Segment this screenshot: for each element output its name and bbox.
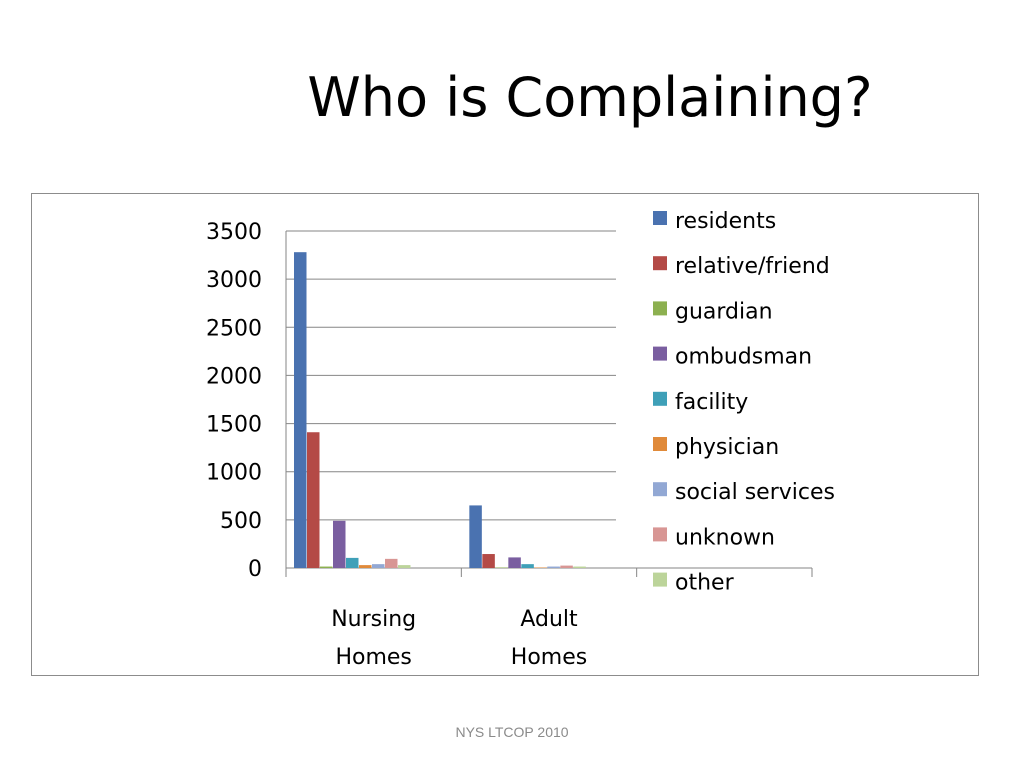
y-tick-label-3000: 3000	[206, 268, 262, 293]
bar-relative-friend-1	[482, 554, 495, 568]
legend-swatch-5	[653, 437, 667, 451]
bar-unknown-0	[385, 558, 398, 568]
legend-label-0: residents	[675, 209, 776, 234]
bar-physician-0	[359, 565, 372, 568]
legend-label-2: guardian	[675, 299, 773, 324]
gridlines	[286, 230, 616, 521]
legend-swatch-6	[653, 482, 667, 497]
x-tick-label-0-1: Homes	[335, 645, 411, 670]
legend-label-6: social services	[675, 480, 835, 505]
legend-label-7: unknown	[675, 525, 775, 550]
legend-swatch-1	[653, 256, 667, 271]
y-tick-label-0: 0	[248, 557, 262, 582]
bar-guardian-0	[320, 566, 333, 568]
bar-other-1	[573, 566, 586, 568]
bar-social-services-0	[372, 564, 385, 568]
legend: residents relative/friend guardian ombudsma…	[653, 209, 835, 596]
bar-relative-friend-0	[307, 432, 320, 568]
legend-label-3: ombudsman	[675, 345, 812, 370]
x-tick-label-1-0: Adult	[520, 607, 578, 632]
bar-facility-1	[521, 564, 534, 568]
bar-facility-0	[346, 557, 359, 568]
bars	[294, 252, 586, 568]
legend-swatch-7	[653, 527, 667, 542]
y-tick-label-2000: 2000	[206, 364, 262, 389]
y-tick-label-1500: 1500	[206, 413, 262, 438]
legend-label-8: other	[675, 571, 735, 596]
bar-ombudsman-0	[333, 520, 346, 568]
legend-swatch-4	[653, 391, 667, 406]
bar-ombudsman-1	[508, 557, 521, 568]
chart-frame	[31, 193, 979, 676]
x-tick-label-0-0: Nursing	[331, 607, 416, 632]
x-tick-label-1-1: Homes	[511, 645, 587, 670]
bar-unknown-1	[560, 565, 573, 568]
y-tick-label-1000: 1000	[206, 461, 262, 486]
bar-social-services-1	[547, 566, 560, 568]
legend-swatch-3	[653, 346, 667, 361]
y-tick-label-3500: 3500	[206, 220, 262, 245]
footer-source: NYS LTCOP 2010	[455, 724, 569, 740]
legend-swatch-0	[653, 211, 667, 225]
bar-residents-1	[469, 505, 482, 568]
slide-title: Who is Complaining?	[307, 66, 873, 129]
bar-other-0	[398, 565, 411, 568]
legend-swatch-2	[653, 301, 667, 316]
legend-label-1: relative/friend	[675, 254, 830, 279]
bar-residents-0	[294, 252, 307, 568]
legend-label-4: facility	[675, 390, 748, 415]
x-tick-labels: Nursing Homes Adult Homes	[331, 607, 587, 670]
y-tick-label-500: 500	[220, 509, 262, 534]
y-tick-label-2500: 2500	[206, 316, 262, 341]
legend-label-5: physician	[675, 435, 779, 460]
y-tick-labels: 0 500 1000 1500 2000 2500 3000 3500	[206, 220, 262, 582]
legend-swatch-8	[653, 572, 667, 587]
